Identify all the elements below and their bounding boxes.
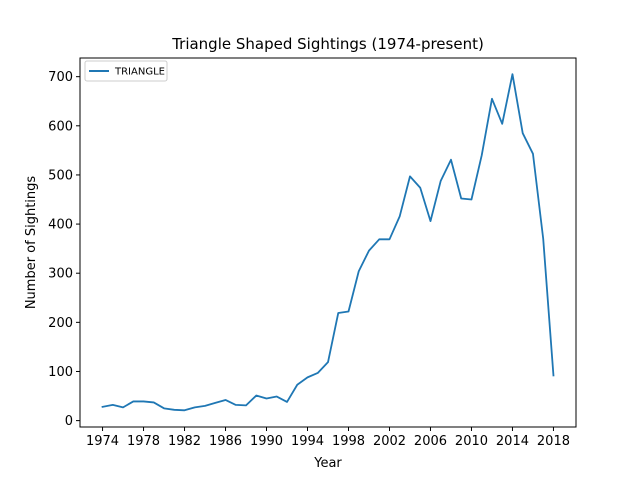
y-axis: 0 100 200 300 400 500 600 700 <box>48 70 80 429</box>
x-tick-label: 2014 <box>496 434 529 449</box>
y-tick-label: 400 <box>48 218 73 233</box>
y-tick-label: 200 <box>48 316 73 331</box>
y-tick-label: 0 <box>65 414 73 429</box>
y-tick-label: 700 <box>48 70 73 85</box>
x-tick-label: 2010 <box>455 434 488 449</box>
y-axis-label: Number of Sightings <box>24 176 39 310</box>
chart-title: Triangle Shaped Sightings (1974-present) <box>171 35 484 53</box>
x-tick-label: 2018 <box>537 434 570 449</box>
x-tick-label: 1998 <box>332 434 365 449</box>
x-tick-label: 1978 <box>127 434 160 449</box>
y-tick-label: 500 <box>48 168 73 183</box>
x-axis: 1974 1978 1982 1986 1990 1994 1998 2002 2006 2010… <box>86 427 570 449</box>
x-tick-label: 2006 <box>414 434 447 449</box>
plot-area <box>80 58 576 427</box>
x-axis-label: Year <box>313 456 342 471</box>
legend: TRIANGLE <box>85 61 167 81</box>
legend-label-triangle: TRIANGLE <box>114 67 165 78</box>
y-tick-label: 300 <box>48 267 73 282</box>
x-tick-label: 1982 <box>168 434 201 449</box>
x-tick-label: 1974 <box>86 434 119 449</box>
y-tick-label: 600 <box>48 119 73 134</box>
x-tick-label: 1994 <box>291 434 324 449</box>
x-tick-label: 1990 <box>250 434 283 449</box>
y-tick-label: 100 <box>48 365 73 380</box>
x-tick-label: 2002 <box>373 434 406 449</box>
x-tick-label: 1986 <box>209 434 242 449</box>
